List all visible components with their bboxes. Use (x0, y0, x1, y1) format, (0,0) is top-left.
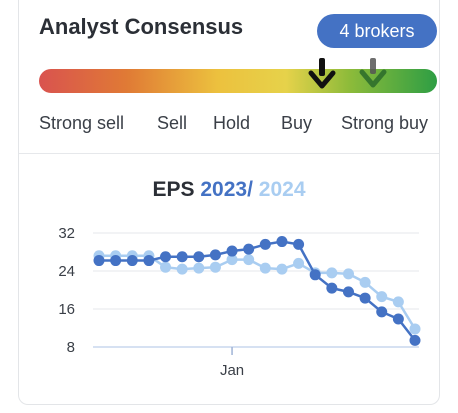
data-point-2024 (276, 263, 288, 275)
data-point-2024 (160, 261, 172, 273)
data-point-2024 (409, 323, 421, 335)
data-point-2024 (392, 296, 404, 308)
data-point-2023 (243, 243, 255, 255)
data-point-2023 (160, 251, 172, 263)
eps-line-chart: 32 24 16 8 Jan (58, 225, 421, 379)
data-point-2024 (293, 257, 305, 269)
data-point-2023 (326, 282, 338, 294)
data-point-2023 (176, 251, 188, 263)
data-point-2023 (259, 238, 271, 250)
section-divider (19, 153, 439, 154)
eps-chart-title: EPS 2023/ 2024 (19, 178, 439, 202)
data-point-2024 (376, 291, 388, 303)
eps-label: EPS (152, 178, 195, 201)
scale-label-buy: Buy (281, 113, 313, 133)
y-tick-label: 24 (58, 263, 75, 280)
data-point-2024 (226, 254, 238, 266)
x-tick-label: Jan (220, 362, 244, 379)
data-point-2023 (193, 251, 205, 263)
data-point-2024 (326, 267, 338, 279)
data-point-2023 (209, 249, 221, 261)
data-point-2024 (342, 268, 354, 280)
brokers-count-badge[interactable]: 4 brokers (317, 14, 437, 48)
eps-year-separator: / (247, 178, 253, 201)
data-point-2023 (143, 255, 155, 267)
data-point-2024 (209, 261, 221, 273)
data-point-2023 (226, 245, 238, 257)
eps-year-2023-toggle[interactable]: 2023 (200, 178, 248, 201)
analyst-consensus-card: Analyst Consensus 4 brokers Strong sell … (18, 0, 440, 405)
data-point-2023 (409, 334, 421, 346)
data-point-2024 (259, 262, 271, 274)
data-point-2024 (193, 262, 205, 274)
data-point-2023 (276, 236, 288, 248)
previous-consensus-arrow-icon (359, 58, 387, 97)
current-consensus-arrow-icon (308, 58, 336, 97)
y-tick-label: 32 (58, 225, 75, 242)
data-point-2024 (176, 263, 188, 275)
data-point-2023 (293, 238, 305, 250)
scale-label-strong-sell: Strong sell (39, 113, 125, 133)
eps-year-2024-toggle[interactable]: 2024 (258, 178, 306, 201)
data-point-2023 (342, 286, 354, 298)
series-line-2024 (99, 254, 417, 330)
card-title: Analyst Consensus (39, 14, 244, 39)
y-tick-label: 8 (67, 339, 75, 356)
scale-label-strong-buy: Strong buy (341, 113, 429, 133)
data-point-2023 (110, 255, 122, 267)
data-point-2024 (243, 254, 255, 266)
data-point-2023 (359, 292, 371, 304)
data-point-2023 (392, 313, 404, 325)
scale-label-hold: Hold (213, 113, 251, 133)
data-point-2024 (359, 276, 371, 288)
data-point-2023 (126, 255, 138, 267)
data-point-2023 (93, 255, 105, 267)
data-point-2023 (309, 269, 321, 281)
y-tick-label: 16 (58, 301, 75, 318)
data-point-2023 (376, 306, 388, 318)
scale-label-sell: Sell (157, 113, 188, 133)
